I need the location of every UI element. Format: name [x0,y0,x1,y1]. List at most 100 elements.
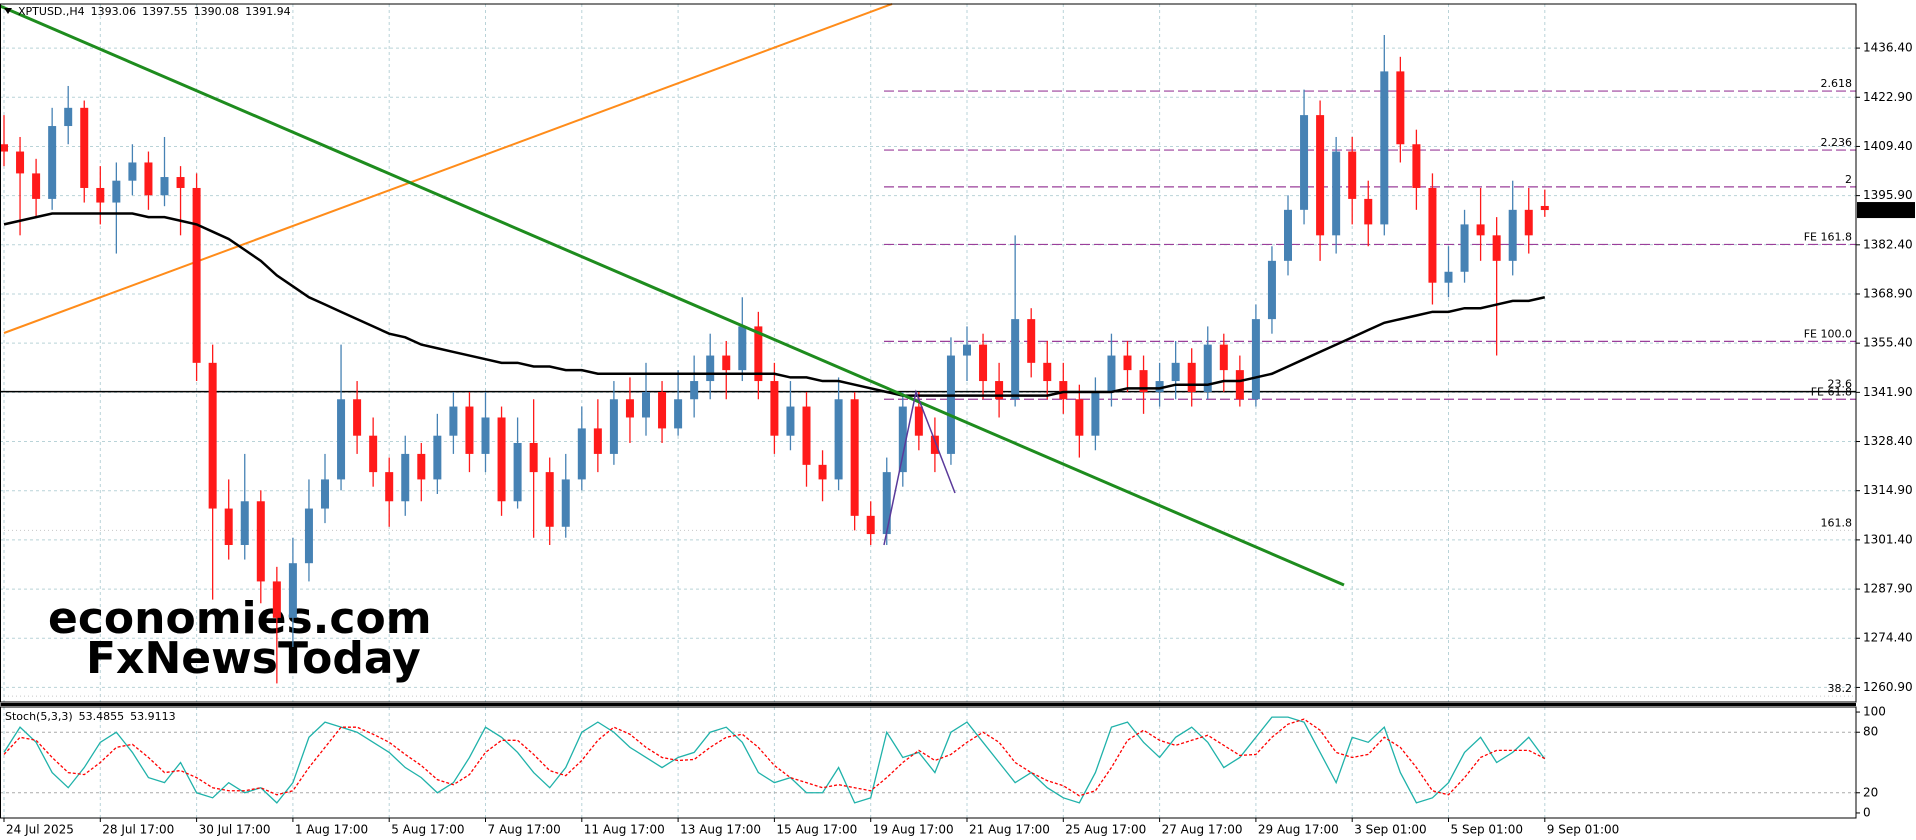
candle-body [1396,71,1405,145]
y-tick-label: 1409.40 [1863,139,1913,153]
x-tick-label: 29 Aug 17:00 [1258,823,1339,837]
retracement-label: 38.2 [1828,682,1853,695]
fe-level-label: 2 [1845,173,1852,186]
retracement-label: 161.8 [1821,516,1853,529]
green-trendline [0,4,1345,587]
x-tick-label: 28 Jul 17:00 [102,823,174,837]
main-plot-frame [0,3,1857,703]
header-value: 1390.08 [194,5,240,18]
candle-body [369,435,378,473]
indicator-title: Stoch(5,3,3) [5,710,73,723]
header-value: 1397.55 [142,5,188,18]
candle-body [834,399,843,480]
candle-body [1460,224,1469,272]
candle-body [1412,144,1421,188]
candle-body [946,355,955,454]
x-tick-label: 13 Aug 17:00 [680,823,761,837]
candle-body [1235,370,1244,400]
candle-body [1380,71,1389,225]
candle-body [1203,344,1212,392]
candle-body [1043,362,1052,382]
candle-body [497,417,506,502]
candle-body [176,177,185,188]
candle-body [593,428,602,454]
candle-body [930,435,939,454]
candle-body [513,442,522,502]
candle-body [304,508,313,564]
y-tick-label: 1355.40 [1863,336,1913,350]
y-tick-label: 80 [1863,725,1878,739]
candle-body [433,435,442,480]
candle-body [160,177,169,196]
candle-body [208,362,217,509]
x-tick-label: 1 Aug 17:00 [295,823,368,837]
candle-body [1171,362,1180,382]
candle-body [866,515,875,535]
x-tick-label: 7 Aug 17:00 [488,823,561,837]
x-tick-label: 19 Aug 17:00 [873,823,954,837]
price-marker [1857,202,1915,219]
y-tick-label: 1287.90 [1863,582,1913,596]
x-tick-label: 5 Aug 17:00 [391,823,464,837]
candle-body [385,472,394,502]
candle-body [802,406,811,465]
orange-trendline [3,3,893,334]
candle-body [465,406,474,454]
candle-body [449,406,458,436]
candle-body [1139,370,1148,392]
candle-body [770,381,779,436]
price-marker-label: 1391.94 [1862,203,1912,217]
candle-body [529,442,538,473]
y-tick-label: 1301.40 [1863,532,1913,546]
y-tick-label: 1422.90 [1863,90,1913,104]
candle-body [128,162,137,181]
x-tick-label: 15 Aug 17:00 [776,823,857,837]
candle-body [658,391,667,429]
candle-body [1364,198,1373,225]
y-tick-label: 100 [1863,705,1886,719]
x-tick-label: 25 Aug 17:00 [1065,823,1146,837]
candle-body [754,326,763,382]
candle-body [1187,362,1196,392]
x-tick-label: 30 Jul 17:00 [199,823,271,837]
candle-body [1524,209,1533,236]
candle-body [963,344,971,356]
candle-body [32,173,41,199]
x-tick-label: 24 Jul 2025 [6,823,74,837]
candle-body [337,399,346,480]
y-tick-label: 1274.40 [1863,631,1913,645]
moving-average [3,212,1546,397]
candle-body [1091,391,1100,436]
candle-body [561,479,570,527]
candle-body [625,399,634,418]
candle-body [48,126,57,199]
candle-body [1348,151,1357,199]
x-tick-label: 27 Aug 17:00 [1162,823,1243,837]
candle-body [1444,271,1453,283]
candle-body [80,107,89,188]
candle-body [1540,205,1549,211]
candle-body [738,326,747,371]
candle-body [112,180,121,203]
y-tick-label: 1260.90 [1863,680,1913,694]
fe-level-label: 2.618 [1821,77,1853,90]
candle-body [1027,319,1036,363]
candle-body [642,391,650,418]
candle-body [898,406,907,473]
candle-body [1316,115,1325,236]
fe-level-label: FE 61.8 [1811,385,1852,398]
candle-body [545,472,554,527]
collapse-icon[interactable] [4,8,12,14]
candle-body [1075,399,1084,436]
candle-body [1508,209,1517,261]
candle-body [995,381,1004,400]
stoch-plot-frame [0,706,1857,819]
zigzag-drawing [883,389,956,546]
candle-body [288,563,297,618]
y-tick-label: 1368.90 [1863,286,1913,300]
candle-body [1284,209,1292,261]
candle-body [722,355,731,371]
candle-body [1123,355,1132,371]
